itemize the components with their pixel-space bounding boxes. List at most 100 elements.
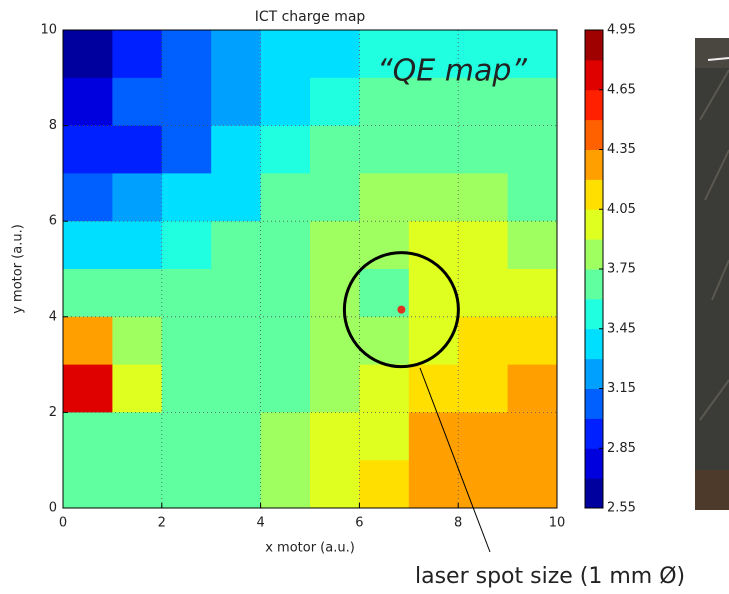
contour-cell bbox=[261, 126, 311, 174]
contour-cell bbox=[409, 269, 459, 317]
contour-cell bbox=[508, 317, 558, 365]
contour-cell bbox=[458, 269, 508, 317]
contour-cell bbox=[261, 173, 311, 221]
colorbar-segment bbox=[585, 359, 603, 389]
colorbar-segment bbox=[585, 90, 603, 120]
contour-cell bbox=[112, 173, 162, 221]
contour-cell bbox=[211, 173, 261, 221]
contour-cell bbox=[63, 30, 113, 78]
contour-cell bbox=[508, 221, 558, 269]
x-tick-label: 8 bbox=[454, 516, 462, 531]
contour-cell bbox=[508, 126, 558, 174]
contour-cell bbox=[310, 269, 360, 317]
contour-cell bbox=[112, 221, 162, 269]
chart: ICT charge map x motor (a.u.) y motor (a… bbox=[0, 0, 729, 590]
contour-cell bbox=[63, 126, 113, 174]
contour-cell bbox=[310, 412, 360, 460]
contour-cell bbox=[261, 460, 311, 508]
colorbar-segment bbox=[585, 239, 603, 269]
contour-cell bbox=[458, 173, 508, 221]
contour-cell bbox=[310, 460, 360, 508]
contour-cell bbox=[458, 126, 508, 174]
y-tick-label: 0 bbox=[49, 501, 57, 516]
contour-cell bbox=[458, 221, 508, 269]
colorbar-segment bbox=[585, 329, 603, 359]
photo-bottom bbox=[695, 470, 729, 510]
colorbar-segment bbox=[585, 269, 603, 299]
colorbar-segment bbox=[585, 418, 603, 448]
contour-cell bbox=[211, 460, 261, 508]
contour-field bbox=[63, 30, 558, 509]
contour-cell bbox=[63, 365, 113, 413]
contour-cell bbox=[458, 460, 508, 508]
contour-cell bbox=[310, 173, 360, 221]
contour-cell bbox=[112, 30, 162, 78]
contour-cell bbox=[261, 412, 311, 460]
laser-spot-annotation: laser spot size (1 mm Ø) bbox=[415, 564, 685, 589]
colorbar-tick-label: 3.45 bbox=[607, 321, 636, 336]
contour-cell bbox=[261, 365, 311, 413]
contour-cell bbox=[508, 269, 558, 317]
contour-cell bbox=[508, 365, 558, 413]
colorbar-tick-label: 4.65 bbox=[607, 82, 636, 97]
contour-cell bbox=[162, 269, 212, 317]
contour-cell bbox=[211, 365, 261, 413]
contour-cell bbox=[162, 365, 212, 413]
contour-cell bbox=[359, 173, 409, 221]
colorbar-segment bbox=[585, 60, 603, 90]
colorbar-segment bbox=[585, 448, 603, 478]
contour-cell bbox=[63, 78, 113, 126]
colorbar-segment bbox=[585, 179, 603, 209]
contour-cell bbox=[359, 460, 409, 508]
contour-cell bbox=[112, 365, 162, 413]
contour-cell bbox=[112, 317, 162, 365]
contour-cell bbox=[261, 269, 311, 317]
chart-title: ICT charge map bbox=[255, 9, 366, 25]
colorbar-segment bbox=[585, 150, 603, 180]
colorbar-segment bbox=[585, 209, 603, 239]
contour-cell bbox=[261, 30, 311, 78]
colorbar-segment bbox=[585, 30, 603, 60]
contour-cell bbox=[112, 126, 162, 174]
x-tick-label: 6 bbox=[355, 516, 363, 531]
x-axis-label: x motor (a.u.) bbox=[265, 541, 355, 556]
contour-cell bbox=[359, 317, 409, 365]
contour-cell bbox=[310, 221, 360, 269]
y-tick-label: 2 bbox=[49, 405, 57, 420]
contour-cell bbox=[112, 78, 162, 126]
x-tick-label: 2 bbox=[158, 516, 166, 531]
colorbar-tick-label: 4.35 bbox=[607, 142, 636, 157]
contour-cell bbox=[310, 78, 360, 126]
contour-cell bbox=[112, 269, 162, 317]
contour-cell bbox=[409, 173, 459, 221]
colorbar-segment bbox=[585, 299, 603, 329]
contour-cell bbox=[359, 412, 409, 460]
contour-cell bbox=[162, 173, 212, 221]
contour-cell bbox=[162, 30, 212, 78]
x-tick-label: 4 bbox=[256, 516, 264, 531]
colorbar-segment bbox=[585, 478, 603, 508]
contour-cell bbox=[261, 78, 311, 126]
y-tick-label: 6 bbox=[49, 214, 57, 229]
contour-cell bbox=[162, 78, 212, 126]
contour-cell bbox=[310, 30, 360, 78]
contour-cell bbox=[359, 221, 409, 269]
contour-cell bbox=[211, 221, 261, 269]
contour-cell bbox=[310, 365, 360, 413]
colorbar-segment bbox=[585, 120, 603, 150]
y-tick-label: 8 bbox=[49, 118, 57, 133]
y-axis-label: y motor (a.u.) bbox=[11, 224, 26, 314]
colorbar-tick-label: 3.75 bbox=[607, 262, 636, 277]
colorbar-tick-label: 2.55 bbox=[607, 501, 636, 516]
photo-top bbox=[695, 38, 729, 68]
contour-cell bbox=[162, 126, 212, 174]
contour-cell bbox=[409, 460, 459, 508]
contour-cell bbox=[261, 317, 311, 365]
page: {"chart_data": {"type": "contour", "titl… bbox=[0, 0, 729, 590]
y-tick-label: 4 bbox=[49, 309, 57, 324]
contour-cell bbox=[211, 78, 261, 126]
y-tick-label: 10 bbox=[40, 23, 57, 38]
x-tick-label: 0 bbox=[59, 516, 67, 531]
contour-cell bbox=[359, 126, 409, 174]
contour-cell bbox=[211, 317, 261, 365]
